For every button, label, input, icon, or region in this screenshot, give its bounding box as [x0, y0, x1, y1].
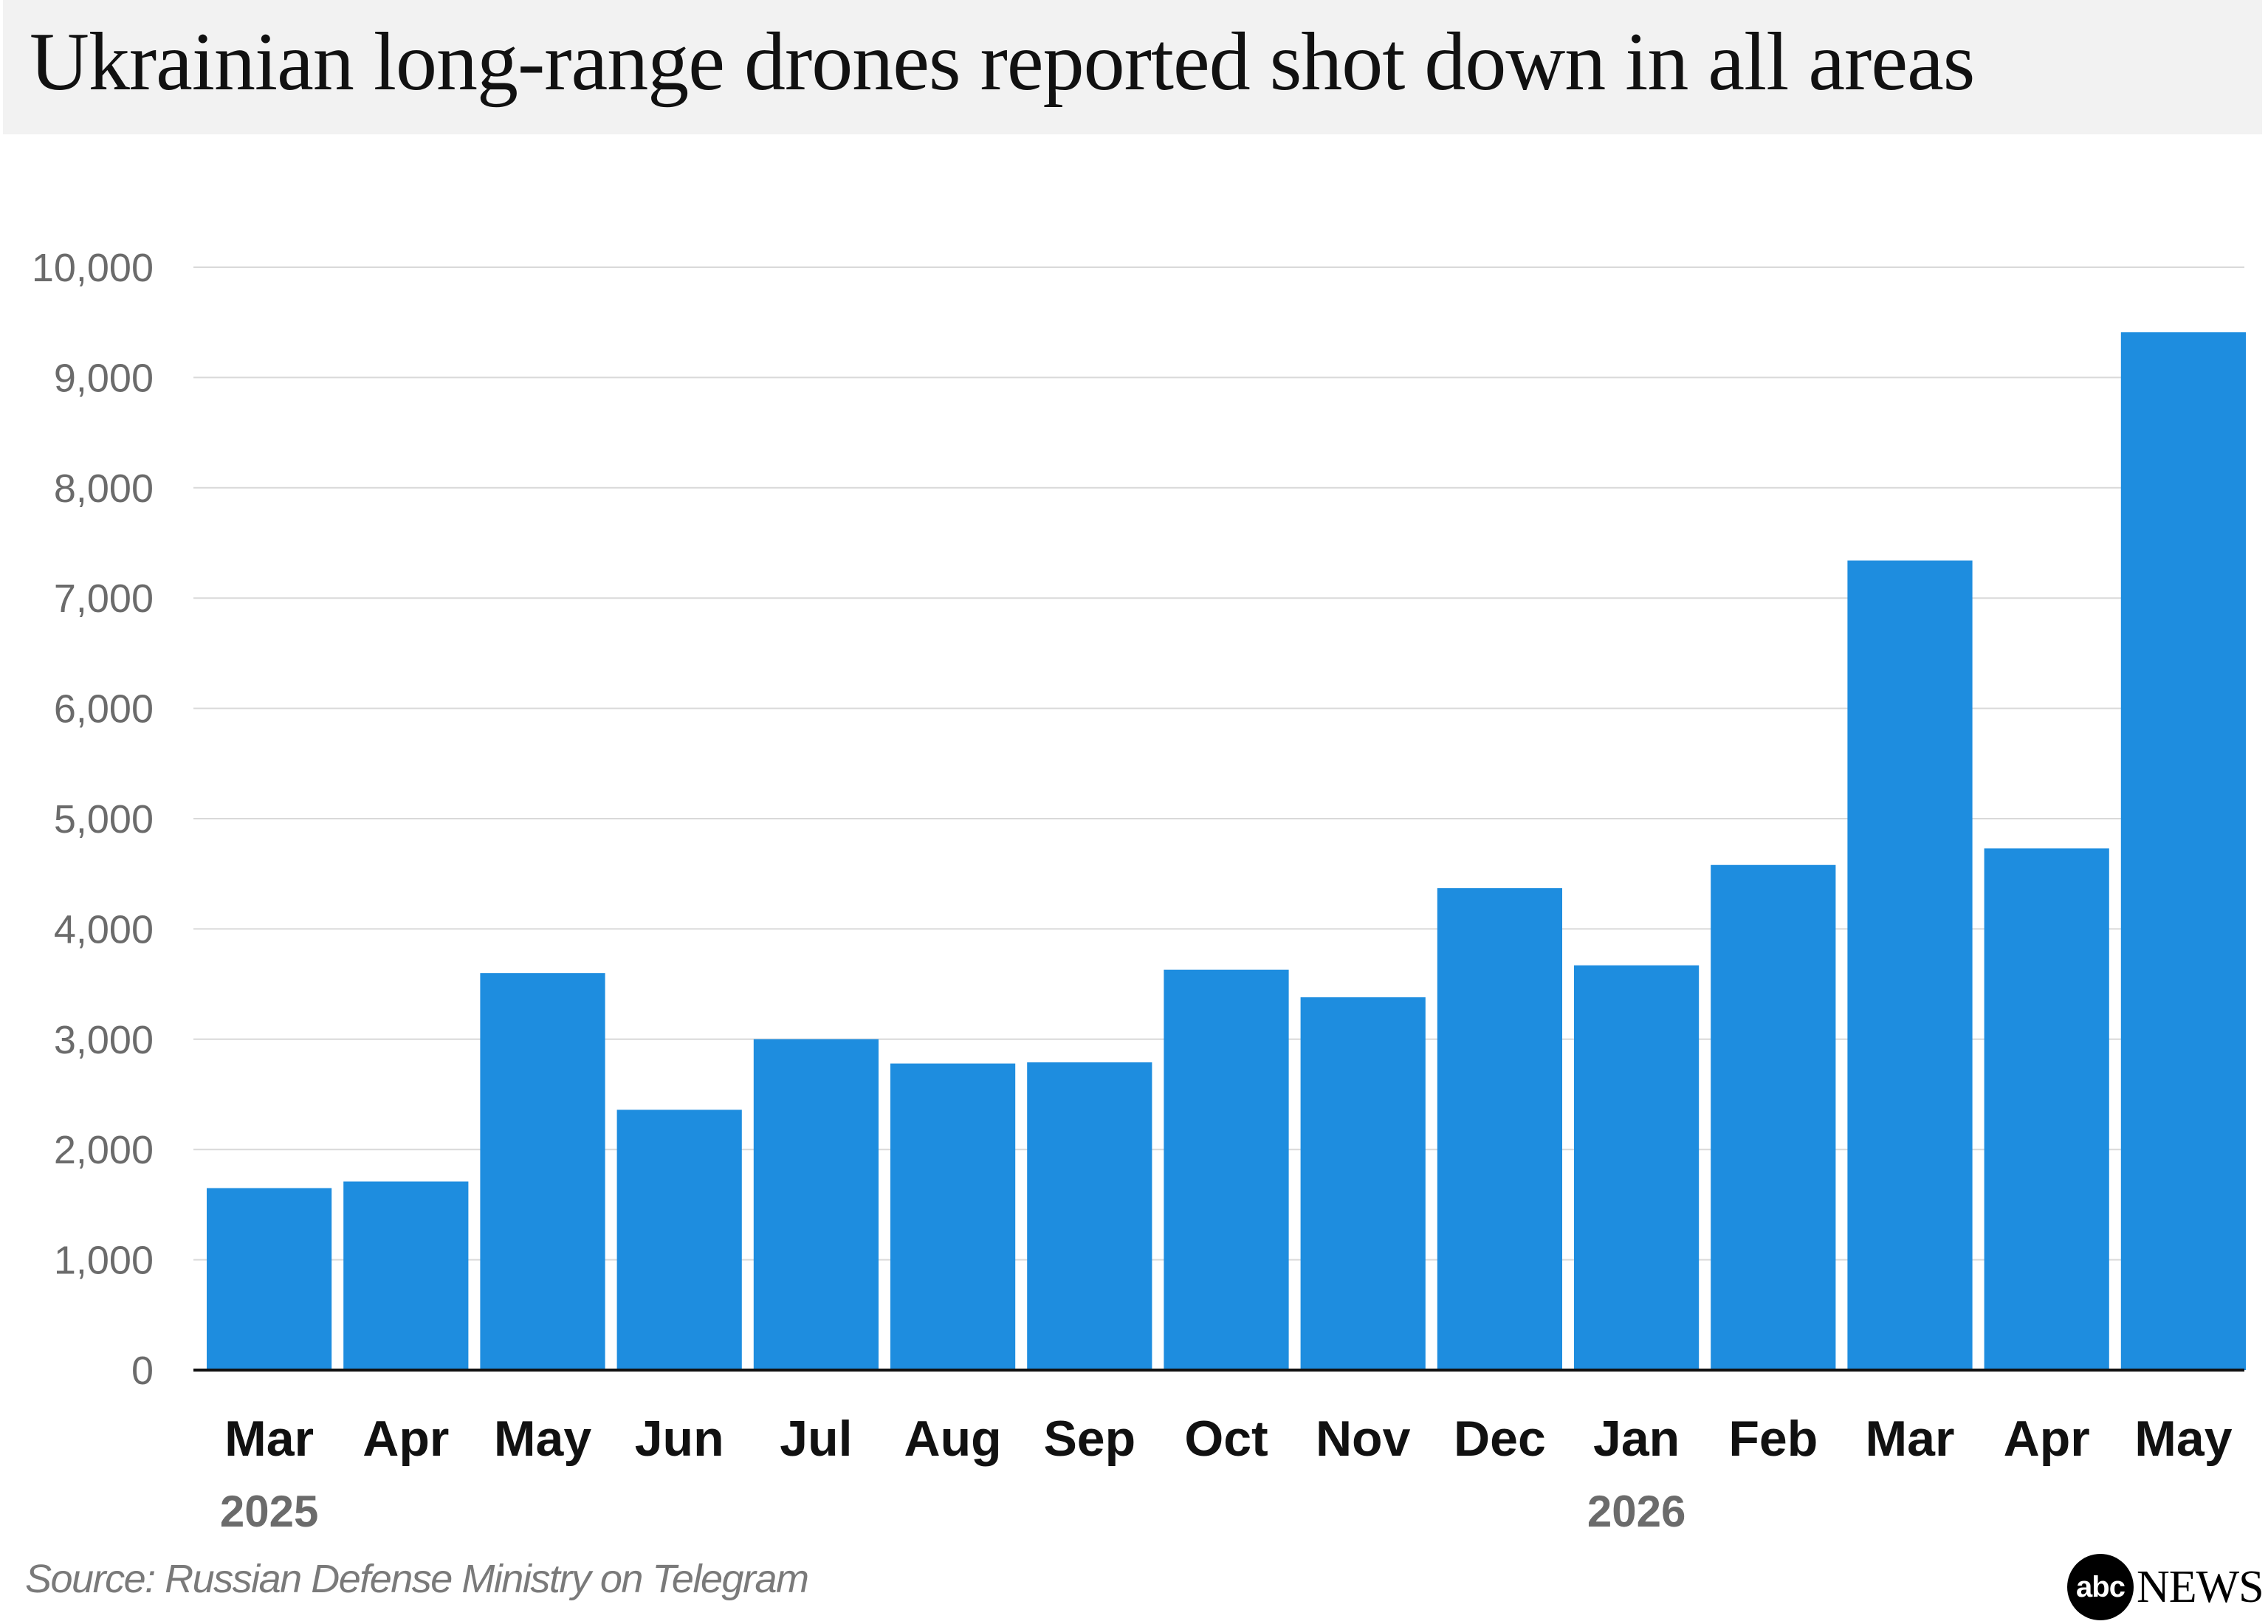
year-label: 2026: [1587, 1487, 1685, 1536]
x-tick-label: Dec: [1454, 1411, 1546, 1467]
bar: [480, 973, 605, 1370]
bar: [1574, 965, 1700, 1370]
x-tick-label: Apr: [362, 1411, 449, 1467]
x-tick-label: Mar: [224, 1411, 314, 1467]
bar: [890, 1063, 1016, 1370]
y-tick-label: 5,000: [54, 797, 154, 842]
bars: [207, 332, 2246, 1370]
bar: [1711, 864, 1836, 1370]
y-tick-label: 2,000: [54, 1128, 154, 1172]
year-label: 2025: [220, 1487, 318, 1536]
labels: 0 1,000 2,000 3,000 4,000 5,000 6,000 7,000 8,00…: [32, 246, 2233, 1536]
chart-title: Ukrainian long-range drones reported sho…: [30, 16, 1975, 108]
y-tick-label: 4,000: [54, 907, 154, 952]
y-tick-label: 9,000: [54, 356, 154, 400]
bar: [1300, 997, 1426, 1370]
x-tick-label: May: [494, 1411, 591, 1467]
abc-logo-circle: abc: [2067, 1554, 2134, 1620]
y-tick-label: 1,000: [54, 1239, 154, 1283]
bar: [207, 1188, 332, 1370]
bar: [343, 1181, 469, 1370]
x-tick-label: Mar: [1866, 1411, 1955, 1467]
y-tick-label: 8,000: [54, 467, 154, 511]
news-logo-text: NEWS: [2137, 1561, 2264, 1612]
x-tick-label: Nov: [1316, 1411, 1411, 1467]
y-tick-label: 3,000: [54, 1018, 154, 1062]
y-tick-label: 0: [131, 1349, 154, 1393]
x-tick-label: Apr: [2004, 1411, 2090, 1467]
x-tick-label: Jun: [635, 1411, 724, 1467]
bar: [1984, 848, 2109, 1370]
y-tick-label: 6,000: [54, 687, 154, 732]
bar: [1027, 1062, 1152, 1370]
bar: [1437, 888, 1562, 1370]
y-tick-label: 10,000: [32, 246, 154, 290]
x-tick-label: Jan: [1593, 1411, 1680, 1467]
x-tick-label: May: [2134, 1411, 2232, 1467]
x-tick-label: Jul: [780, 1411, 852, 1467]
x-tick-label: Sep: [1043, 1411, 1135, 1467]
x-tick-label: Aug: [904, 1411, 1002, 1467]
title-band: [3, 0, 2262, 134]
x-tick-label: Feb: [1728, 1411, 1818, 1467]
bar: [616, 1109, 742, 1370]
abc-news-logo: abc NEWS: [2067, 1550, 2264, 1624]
bar: [753, 1039, 879, 1370]
y-tick-label: 7,000: [54, 577, 154, 621]
source-note: Source: Russian Defense Ministry on Tele…: [25, 1557, 809, 1601]
bar: [1164, 969, 1289, 1370]
bar: [1847, 560, 1973, 1370]
bar: [2120, 332, 2246, 1370]
x-tick-label: Oct: [1184, 1411, 1268, 1467]
